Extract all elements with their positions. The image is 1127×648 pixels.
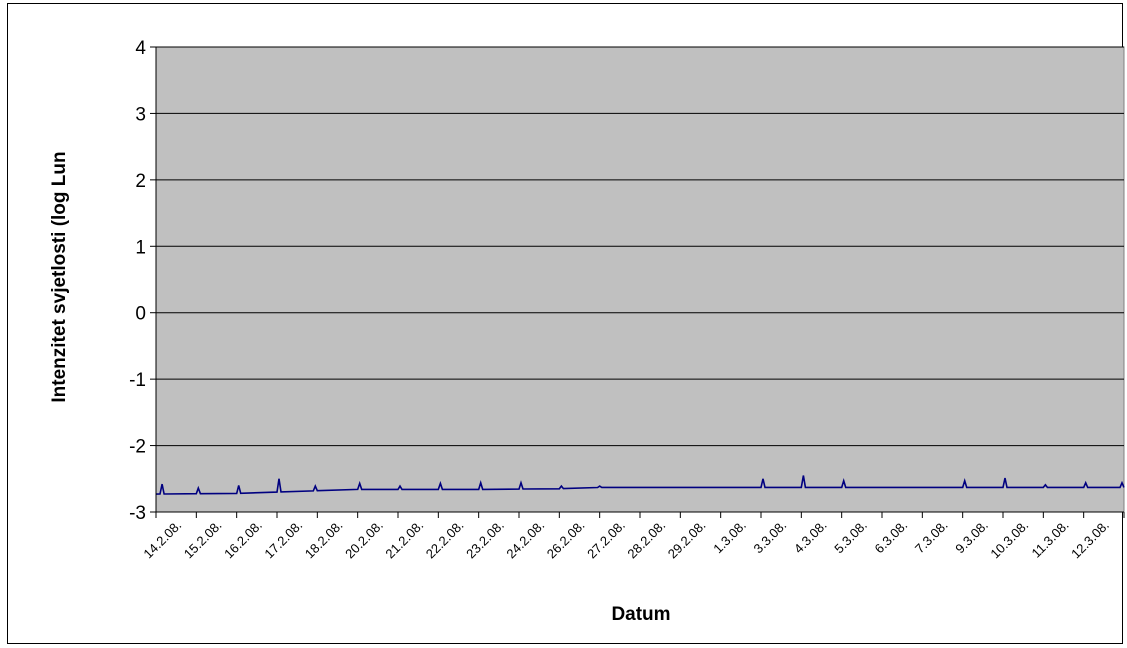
gridlines bbox=[156, 46, 1124, 447]
y-tick-label: -2 bbox=[129, 437, 146, 458]
y-axis-title: Intenzitet svjetlosti (log Lun bbox=[49, 151, 70, 402]
x-tick-label: 16.2.08. bbox=[221, 518, 265, 562]
y-tick-label: -3 bbox=[129, 503, 146, 524]
y-tick-label: 4 bbox=[135, 38, 146, 59]
y-tick-label: -1 bbox=[129, 370, 146, 391]
x-tick-label: 26.2.08. bbox=[544, 518, 588, 562]
series-line bbox=[155, 475, 1125, 495]
y-axis-ticks: 4 3 2 1 0 -1 -2 -3 bbox=[129, 38, 156, 524]
x-tick-label: 6.3.08. bbox=[872, 518, 911, 557]
x-tick-label: 10.3.08. bbox=[987, 518, 1031, 562]
x-tick-label: 20.2.08. bbox=[342, 518, 386, 562]
x-tick-label: 5.3.08. bbox=[831, 518, 870, 557]
x-tick-label: 17.2.08. bbox=[261, 518, 305, 562]
x-axis-title: Datum bbox=[611, 604, 670, 625]
y-tick-label: 2 bbox=[135, 171, 146, 192]
x-tick-label: 28.2.08. bbox=[624, 518, 668, 562]
x-tick-label: 14.2.08. bbox=[140, 518, 184, 562]
x-tick-label: 18.2.08. bbox=[302, 518, 346, 562]
x-tick-label: 23.2.08. bbox=[463, 518, 507, 562]
x-tick-label: 11.3.08. bbox=[1028, 518, 1071, 561]
x-tick-label: 3.3.08. bbox=[751, 518, 790, 557]
x-tick-label: 15.2.08. bbox=[181, 518, 225, 562]
x-axis-ticks: 14.2.08.15.2.08.16.2.08.17.2.08.18.2.08.… bbox=[140, 512, 1125, 562]
x-tick-label: 27.2.08. bbox=[584, 518, 628, 562]
x-tick-label: 9.3.08. bbox=[952, 518, 991, 557]
x-tick-label: 21.2.08. bbox=[382, 518, 426, 562]
x-tick-label: 22.2.08. bbox=[423, 518, 467, 562]
y-tick-label: 0 bbox=[135, 304, 146, 325]
y-tick-label: 3 bbox=[135, 104, 146, 125]
x-tick-label: 1.3.08. bbox=[710, 518, 749, 557]
x-tick-label: 29.2.08. bbox=[665, 518, 709, 562]
plot-area bbox=[155, 46, 1125, 513]
x-tick-label: 4.3.08. bbox=[791, 518, 830, 557]
x-tick-label: 7.3.08. bbox=[912, 518, 951, 557]
y-tick-label: 1 bbox=[135, 237, 146, 258]
x-tick-label: 24.2.08. bbox=[503, 518, 547, 562]
x-tick-label: 12.3.08. bbox=[1068, 518, 1112, 562]
